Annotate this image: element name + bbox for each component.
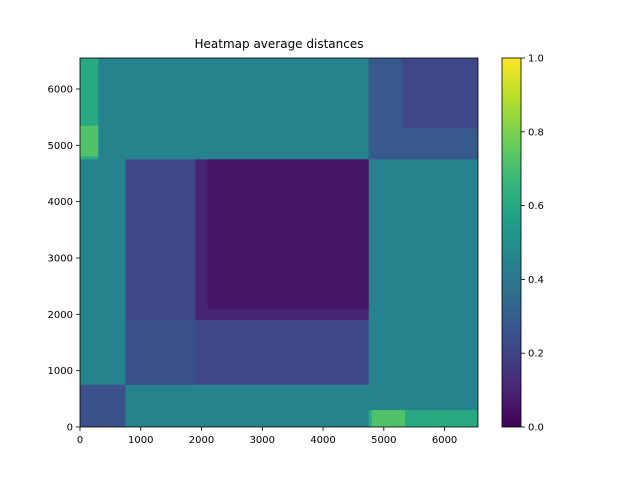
heatmap-cells bbox=[80, 58, 478, 427]
chart-title: Heatmap average distances bbox=[195, 37, 364, 51]
colorbar bbox=[501, 57, 522, 428]
y-tick-label: 3000 bbox=[48, 253, 73, 264]
colorbar-tick-label: 0.0 bbox=[528, 423, 544, 434]
colorbar-tick-label: 0.6 bbox=[528, 201, 544, 212]
colorbar-tick-label: 0.2 bbox=[528, 349, 544, 360]
x-tick-label: 2000 bbox=[189, 435, 214, 446]
x-tick-label: 6000 bbox=[432, 435, 457, 446]
x-tick-label: 1000 bbox=[128, 435, 153, 446]
x-tick-label: 3000 bbox=[250, 435, 275, 446]
y-tick-label: 0 bbox=[67, 423, 73, 434]
y-tick-label: 1000 bbox=[48, 366, 73, 377]
heatmap-cell bbox=[125, 319, 196, 385]
colorbar-axis: 0.0 0.2 0.4 0.6 0.8 1.0 bbox=[521, 54, 544, 434]
colorbar-tick-label: 1.0 bbox=[528, 54, 544, 65]
heatmap-cell bbox=[80, 384, 126, 427]
y-axis: 0 1000 2000 3000 4000 5000 6000 bbox=[48, 84, 80, 434]
x-tick-label: 4000 bbox=[310, 435, 335, 446]
x-axis: 0 1000 2000 3000 4000 5000 6000 bbox=[77, 427, 457, 446]
y-tick-label: 5000 bbox=[48, 141, 73, 152]
y-tick-label: 4000 bbox=[48, 197, 73, 208]
plot-frame bbox=[79, 57, 479, 428]
x-tick-label: 5000 bbox=[371, 435, 396, 446]
heatmap-cell bbox=[402, 58, 478, 129]
heatmap-cell bbox=[371, 410, 406, 427]
colorbar-tick-label: 0.4 bbox=[528, 275, 544, 286]
x-tick-label: 0 bbox=[77, 435, 83, 446]
y-tick-label: 2000 bbox=[48, 310, 73, 321]
heatmap-cell bbox=[207, 159, 369, 309]
heatmap-cell bbox=[80, 125, 99, 157]
colorbar-tick-label: 0.8 bbox=[528, 127, 544, 138]
y-tick-label: 6000 bbox=[48, 84, 73, 95]
